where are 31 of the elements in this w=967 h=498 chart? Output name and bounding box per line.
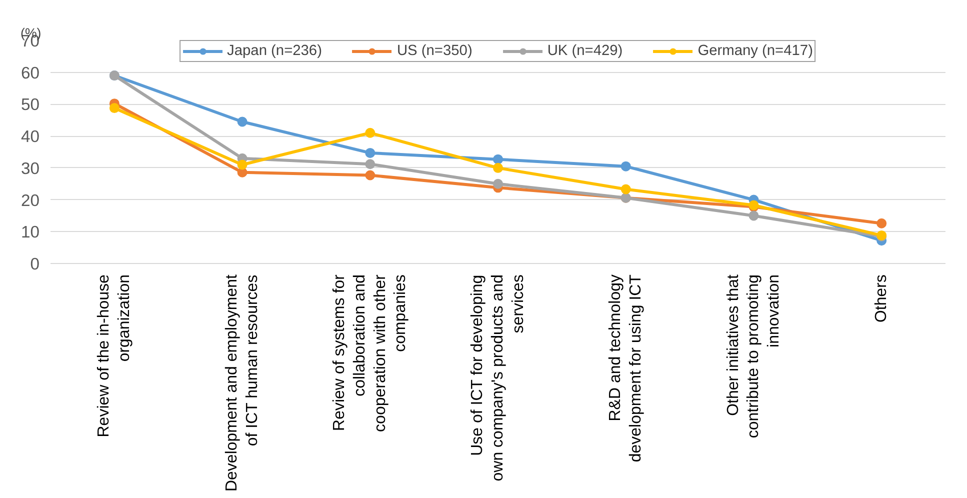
x-tick-label: Use of ICT for developing own company's products and services <box>469 274 527 482</box>
y-tick-label: 30 <box>20 158 40 178</box>
x-tick-label: Other initiatives that contribute to promoting innovation <box>724 274 783 438</box>
x-tick-label: Others <box>873 274 890 323</box>
x-tick-label: Review of the in-house organization <box>96 274 134 438</box>
point <box>620 161 631 172</box>
point <box>237 116 248 127</box>
point <box>365 128 376 138</box>
x-tick-label: Review of systems for collaboration and cooperation with other companies <box>331 274 410 432</box>
point <box>365 170 376 180</box>
point <box>493 178 503 189</box>
y-tick-label: 20 <box>20 190 40 210</box>
point <box>237 160 248 170</box>
legend-label: Japan (n=236) <box>227 43 322 59</box>
y-tick-label: 0 <box>30 254 40 274</box>
legend-label: Germany (n=417) <box>698 43 813 59</box>
x-tick-label: Development and employment of ICT human resources <box>224 274 261 492</box>
point <box>493 162 503 173</box>
y-tick-label: 10 <box>20 222 40 242</box>
point <box>365 148 376 158</box>
legend-label: US (n=350) <box>396 43 472 59</box>
point <box>876 218 887 228</box>
point <box>748 210 759 221</box>
y-tick-label: 40 <box>20 127 40 146</box>
y-tick-label: 60 <box>20 63 40 82</box>
legend-label: UK (n=429) <box>547 43 623 59</box>
y-tick-label: 50 <box>20 95 40 114</box>
point <box>109 103 120 114</box>
point <box>620 184 631 194</box>
point <box>493 154 503 164</box>
point <box>365 159 376 170</box>
